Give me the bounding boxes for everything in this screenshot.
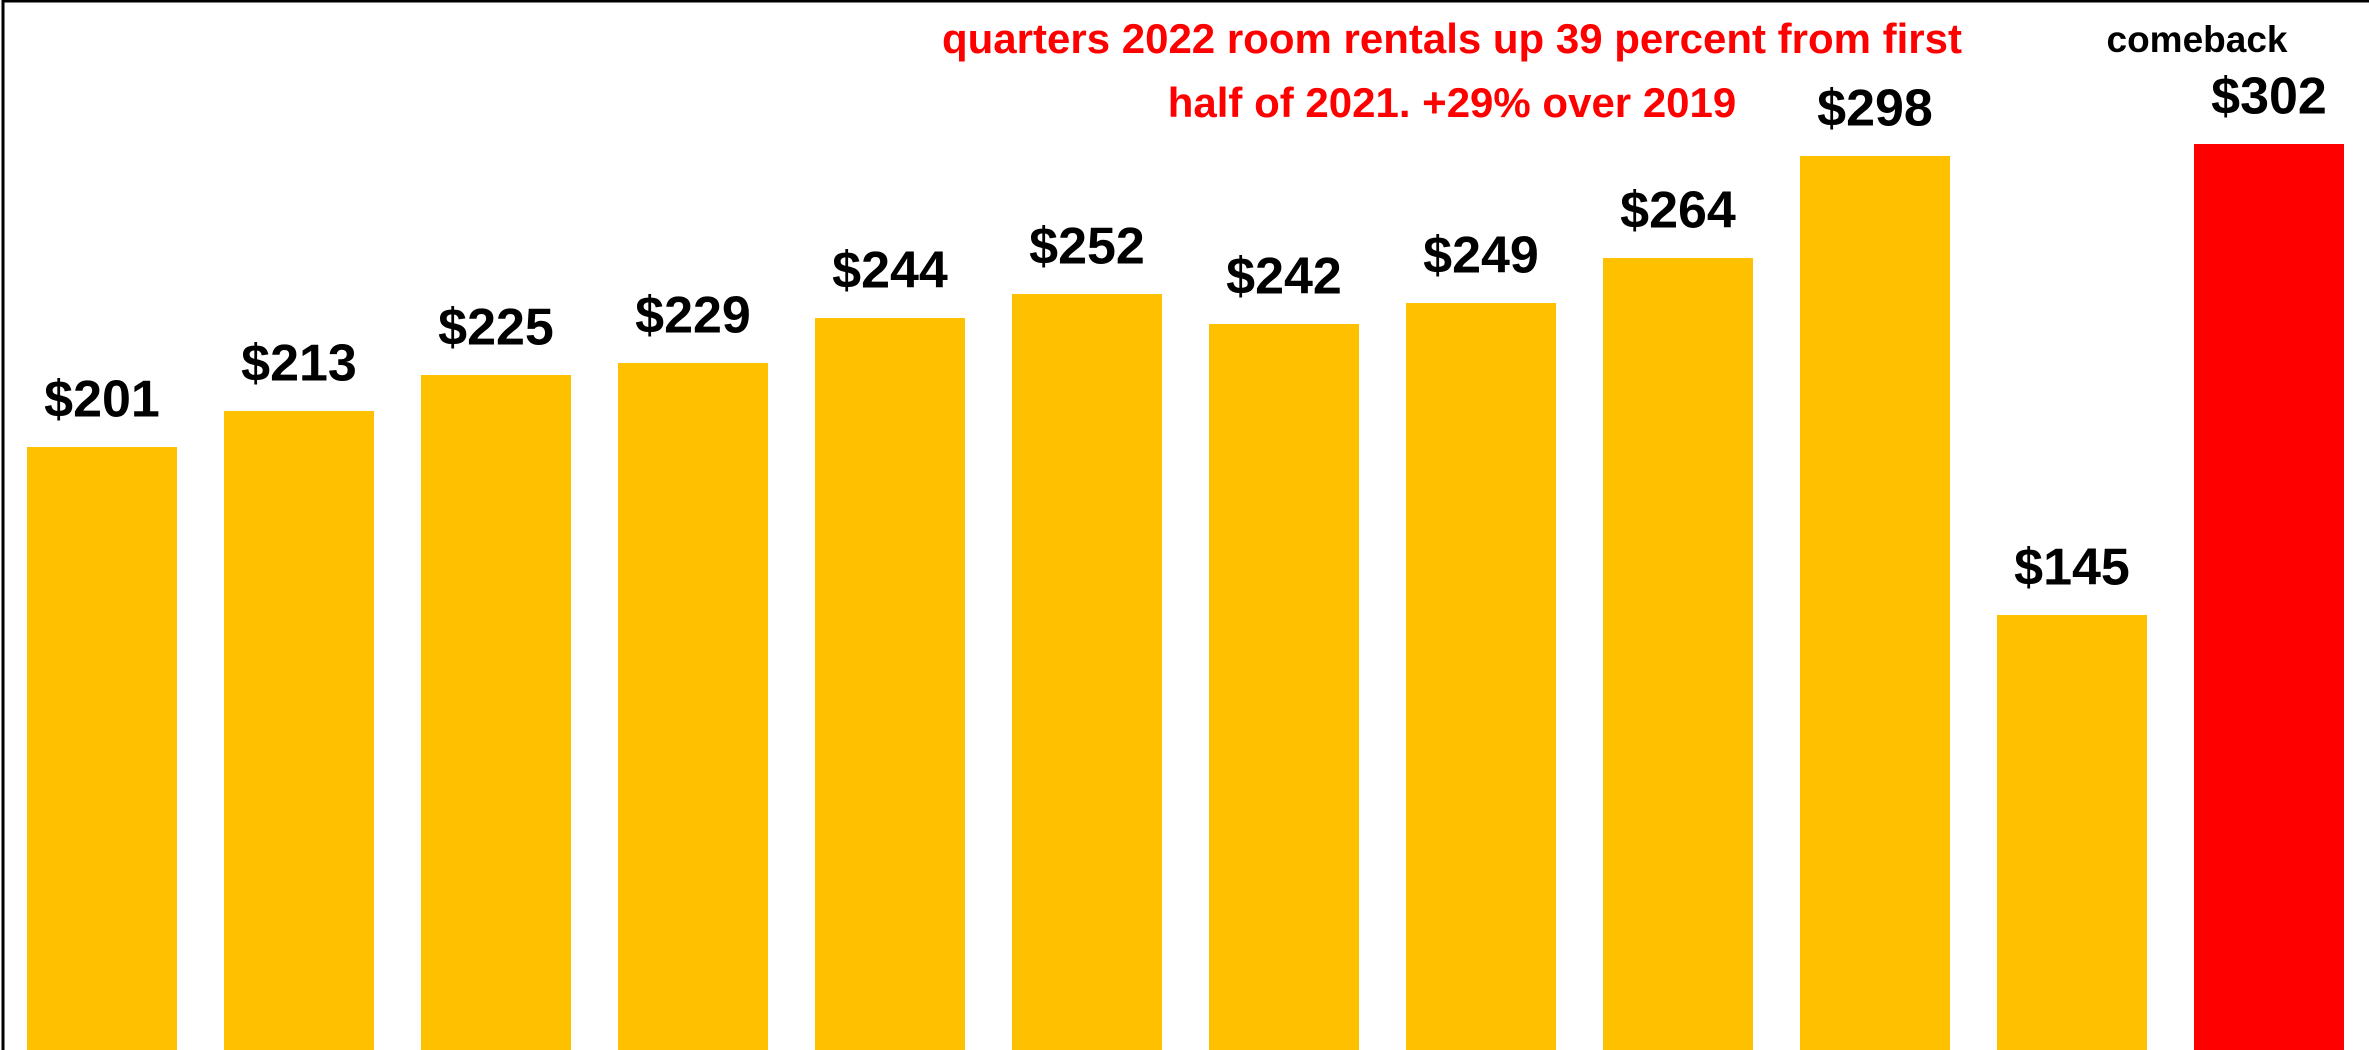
bar — [224, 411, 374, 1050]
bar — [1406, 303, 1556, 1050]
data-label: $252 — [1029, 218, 1145, 276]
bar — [815, 318, 965, 1050]
bar — [27, 447, 177, 1050]
data-label: $145 — [2014, 539, 2130, 597]
data-label: $244 — [832, 242, 948, 300]
bar — [421, 375, 571, 1050]
data-label: $229 — [635, 287, 751, 345]
annotation: quarters 2022 room rentals up 39 percent… — [942, 15, 1962, 62]
data-label: $242 — [1226, 248, 1342, 306]
bar — [1603, 258, 1753, 1050]
bar — [1209, 324, 1359, 1050]
bar — [618, 363, 768, 1050]
bar — [1997, 615, 2147, 1050]
data-label: $264 — [1620, 182, 1736, 240]
bar — [1012, 294, 1162, 1050]
data-label: $298 — [1817, 80, 1933, 138]
data-label: $249 — [1423, 227, 1539, 285]
data-label: $213 — [241, 335, 357, 393]
annotation: comeback — [2107, 19, 2288, 60]
annotation: half of 2021. +29% over 2019 — [1168, 79, 1737, 126]
data-label: $225 — [438, 299, 554, 357]
data-label: $302 — [2211, 68, 2327, 126]
bar — [1800, 156, 1950, 1050]
data-label: $201 — [44, 371, 160, 429]
bar — [2194, 144, 2344, 1050]
